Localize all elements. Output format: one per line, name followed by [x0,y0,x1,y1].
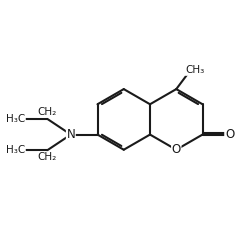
Text: O: O [225,128,234,141]
Text: H₃C: H₃C [6,145,25,155]
Text: CH₃: CH₃ [186,65,205,75]
Text: N: N [66,128,75,141]
Text: O: O [172,143,181,156]
Text: CH₂: CH₂ [37,152,57,162]
Text: H₃C: H₃C [6,114,25,124]
Text: CH₂: CH₂ [37,107,57,117]
